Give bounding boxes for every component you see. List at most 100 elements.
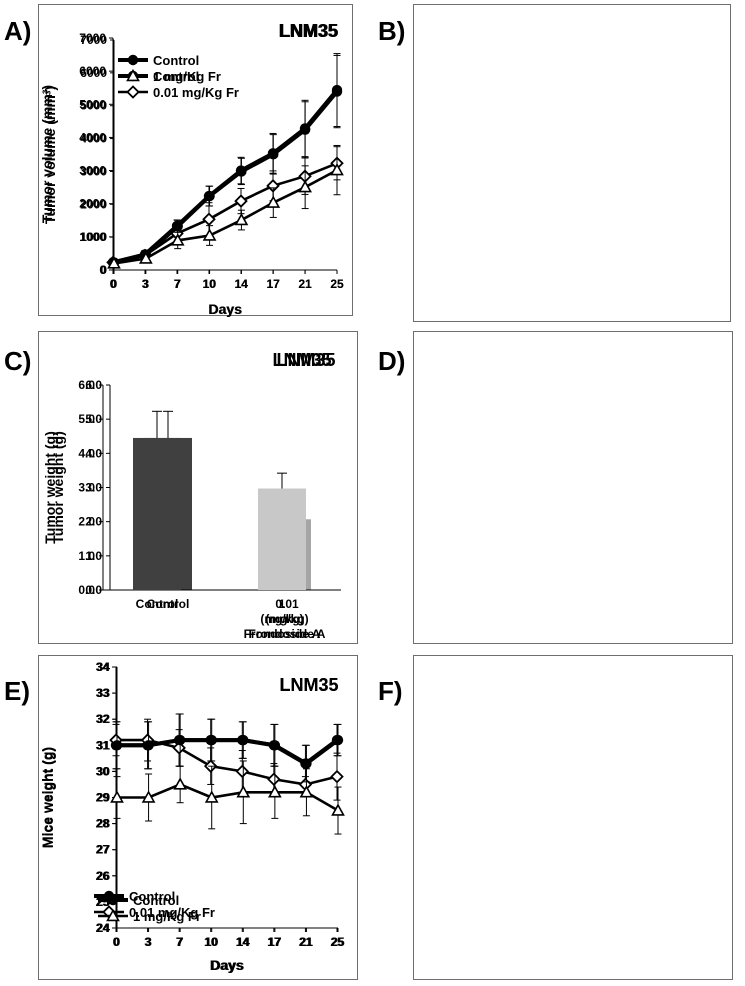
y-tick-label: 0 (100, 263, 107, 277)
legend-label: Control (129, 889, 175, 904)
mice-weight-chart-f: 24252627282930313233340371014172125DaysM… (40, 660, 345, 973)
data-point (332, 734, 344, 746)
y-tick-label: 3.0 (85, 481, 102, 495)
legend-marker (126, 85, 140, 99)
x-tick-label: 7 (176, 935, 183, 949)
data-point (202, 212, 216, 227)
y-tick-label: 6.0 (85, 378, 102, 392)
panel-letter-b: B) (378, 16, 406, 46)
data-point (172, 221, 183, 232)
bar-1 (133, 437, 181, 590)
y-tick-label: 34 (96, 660, 110, 674)
panel-b-frame (413, 4, 731, 322)
panel-letter-f: F) (378, 676, 403, 706)
y-tick-label: 2.0 (78, 515, 95, 529)
data-point (170, 233, 185, 246)
y-tick-label: 30 (96, 764, 110, 778)
x-tick-label: 0 (111, 277, 118, 291)
data-point (267, 772, 281, 787)
y-tick-label: 29 (96, 791, 110, 805)
x-tick-label: (mg/kg) (260, 612, 303, 626)
x-axis-label: Days (208, 301, 242, 317)
x-axis-label: Days (210, 957, 244, 973)
y-tick-label: 5000 (79, 97, 106, 111)
x-tick-label: 14 (235, 277, 249, 291)
panel-f-frame (413, 655, 733, 980)
legend-marker (107, 894, 119, 906)
chart-title: LNM35 (278, 21, 337, 41)
legend-marker (106, 908, 120, 922)
data-point (331, 86, 343, 97)
data-point (204, 190, 215, 202)
x-tick-label: 0 (113, 935, 120, 949)
y-tick-label: 30 (97, 764, 111, 778)
y-tick-label: 2.0 (85, 515, 102, 529)
data-point (202, 228, 217, 241)
y-tick-label: 27 (96, 843, 110, 857)
x-tick-label: 10 (205, 935, 219, 949)
panel-e-frame (38, 655, 358, 980)
data-point (172, 741, 186, 755)
panel-letter-a: A) (4, 16, 32, 46)
y-tick-label: 6000 (79, 64, 106, 78)
x-tick-label: 25 (330, 277, 344, 291)
legend-label: 1 mg/Kg Fr (153, 69, 221, 84)
x-tick-label: 25 (330, 277, 344, 291)
x-tick-label: 3 (143, 277, 150, 291)
y-tick-label: 5.0 (85, 412, 102, 426)
legend-label: Control (133, 893, 179, 908)
legend-label: Control (153, 53, 199, 68)
tumor-volume-chart-b: 0 1000 2000 3000 4000 5000 6000 7000 0 3 7 10 14 17 21… (42, 21, 344, 317)
chart-title: LNM35 (276, 350, 335, 370)
x-tick-label: 10 (202, 277, 216, 291)
y-tick-label: 0.0 (85, 583, 102, 597)
data-point (174, 734, 186, 746)
data-point (238, 734, 249, 746)
y-tick-label: 32 (96, 712, 110, 726)
x-tick-label: Control (147, 597, 190, 611)
chart-title: LNM35 (279, 21, 338, 41)
data-point (301, 758, 312, 769)
y-tick-label: 27 (97, 843, 111, 857)
y-tick-label: 34 (97, 660, 111, 674)
data-point (298, 180, 313, 193)
data-point (234, 212, 249, 226)
data-point (138, 251, 153, 264)
x-tick-label: 7 (174, 277, 181, 291)
x-tick-label: 0.01 (275, 597, 299, 611)
data-point (330, 162, 344, 176)
y-tick-label: 6.0 (78, 378, 95, 392)
y-axis-label: Tumor weight (g) (50, 431, 66, 544)
y-axis-label: Mice weight (g) (40, 747, 56, 848)
panel-letter-e: E) (4, 676, 30, 706)
x-tick-label: 25 (331, 935, 345, 949)
x-tick-label: 1 (279, 597, 286, 611)
x-tick-label: 17 (267, 277, 281, 291)
x-tick-label: 3 (144, 935, 151, 949)
x-tick-label: 25 (330, 935, 344, 949)
data-point (204, 790, 219, 803)
data-point (268, 149, 279, 160)
y-tick-label: 1000 (79, 230, 106, 244)
y-axis-label: Tumor weight (g) (42, 431, 58, 544)
series-line-1 (113, 90, 339, 265)
panel-letter-c: C) (4, 346, 32, 376)
x-tick-label: 21 (299, 935, 313, 949)
data-point (234, 194, 248, 208)
bar-2 (258, 488, 306, 590)
data-point (143, 740, 154, 751)
y-tick-label: 5000 (80, 99, 107, 113)
panel-a-frame (38, 4, 353, 316)
data-point (107, 256, 121, 269)
legend-marker (126, 68, 140, 82)
y-tick-label: 4000 (79, 130, 106, 144)
x-tick-label: 14 (237, 935, 251, 949)
y-axis-label: Tumor volume (mm³) (42, 86, 58, 224)
y-tick-label: 1000 (80, 230, 107, 244)
y-tick-label: 2000 (79, 197, 106, 211)
data-point (269, 740, 281, 751)
y-tick-label: 26 (96, 869, 110, 883)
chart-title: LNM35 (279, 675, 338, 695)
data-point (299, 124, 311, 135)
